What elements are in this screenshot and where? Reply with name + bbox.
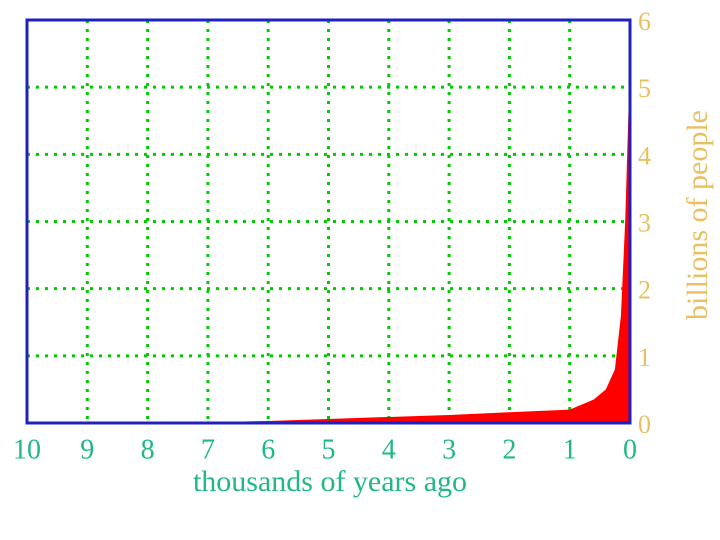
y-tick-label: 6 (638, 7, 651, 36)
x-tick-label: 4 (382, 434, 396, 465)
y-tick-label: 5 (638, 74, 651, 103)
x-tick-label: 10 (13, 434, 41, 465)
x-tick-label: 5 (322, 434, 336, 465)
x-tick-label: 9 (80, 434, 94, 465)
x-tick-label: 6 (261, 434, 275, 465)
x-tick-label: 3 (442, 434, 456, 465)
x-axis-title: thousands of years ago (193, 465, 467, 498)
y-tick-label: 3 (638, 208, 651, 237)
y-tick-label: 1 (638, 343, 651, 372)
x-tick-label: 0 (623, 434, 637, 465)
y-tick-label: 4 (638, 141, 651, 170)
x-tick-label: 1 (563, 434, 577, 465)
area (27, 60, 630, 424)
x-tick-label: 2 (502, 434, 516, 465)
y-axis-title: billions of people (681, 110, 714, 320)
y-tick-label: 2 (638, 276, 651, 305)
x-tick-label: 8 (141, 434, 155, 465)
x-tick-label: 7 (201, 434, 215, 465)
plot-frame (25, 18, 632, 425)
y-tick-label: 0 (638, 410, 651, 439)
